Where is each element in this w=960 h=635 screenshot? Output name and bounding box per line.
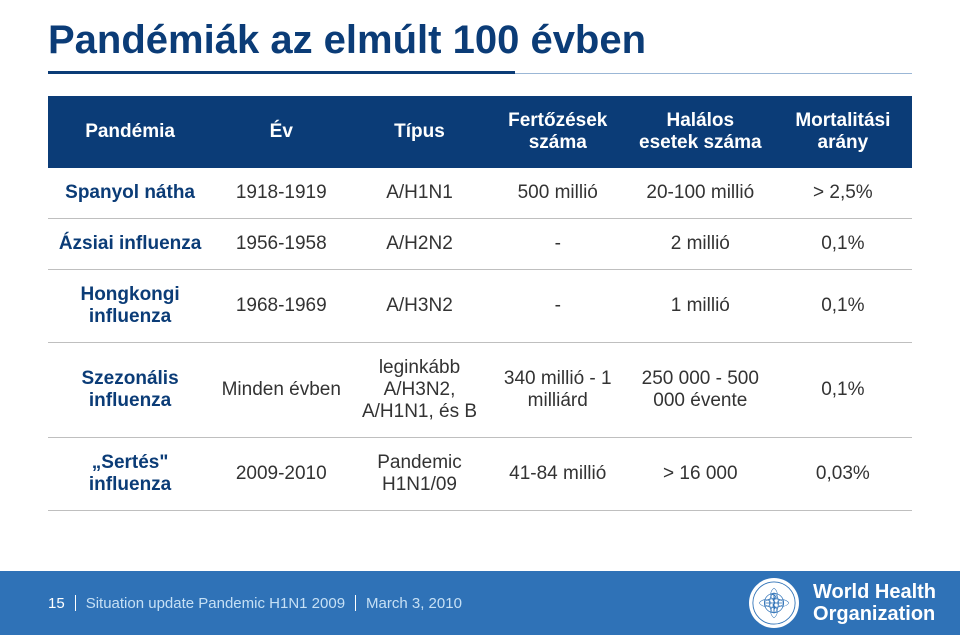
page-number: 15 xyxy=(48,595,65,612)
footer-subtitle: Situation update Pandemic H1N1 2009 xyxy=(86,595,345,612)
table-cell: Hongkongi influenza xyxy=(48,270,212,343)
table-cell: Spanyol nátha xyxy=(48,168,212,219)
column-header: Pandémia xyxy=(48,96,212,168)
table-row: Szezonális influenzaMinden évbenleginkáb… xyxy=(48,343,912,438)
who-line1: World Health xyxy=(813,581,936,603)
table-cell: > 2,5% xyxy=(774,168,912,219)
table-cell: 1 millió xyxy=(627,270,774,343)
table-row: „Sertés" influenza2009-2010Pandemic H1N1… xyxy=(48,438,912,511)
footer-date: March 3, 2010 xyxy=(366,595,462,612)
table-cell: > 16 000 xyxy=(627,438,774,511)
table-cell: 41-84 millió xyxy=(489,438,627,511)
table-cell: 1956-1958 xyxy=(212,219,350,270)
table-cell: A/H1N1 xyxy=(350,168,488,219)
table-cell: 1968-1969 xyxy=(212,270,350,343)
column-header: Mortalitási arány xyxy=(774,96,912,168)
table-cell: Pandemic H1N1/09 xyxy=(350,438,488,511)
table-cell: 0,1% xyxy=(774,270,912,343)
table-cell: - xyxy=(489,270,627,343)
who-logo-icon xyxy=(749,578,799,628)
table-row: Spanyol nátha1918-1919A/H1N1500 millió20… xyxy=(48,168,912,219)
column-header: Típus xyxy=(350,96,488,168)
column-header: Halálos esetek száma xyxy=(627,96,774,168)
footer-left: 15 Situation update Pandemic H1N1 2009 M… xyxy=(48,595,462,612)
title-underline xyxy=(48,71,912,74)
footer-separator xyxy=(355,595,356,611)
table-cell: 500 millió xyxy=(489,168,627,219)
table-row: Ázsiai influenza1956-1958A/H2N2-2 millió… xyxy=(48,219,912,270)
page-title: Pandémiák az elmúlt 100 évben xyxy=(0,0,960,71)
table-body: Spanyol nátha1918-1919A/H1N1500 millió20… xyxy=(48,168,912,511)
table-cell: Minden évben xyxy=(212,343,350,438)
table-cell: Szezonális influenza xyxy=(48,343,212,438)
table-cell: leginkább A/H3N2, A/H1N1, és B xyxy=(350,343,488,438)
footer-bar: 15 Situation update Pandemic H1N1 2009 M… xyxy=(0,571,960,635)
column-header: Év xyxy=(212,96,350,168)
table-cell: 0,1% xyxy=(774,343,912,438)
table-cell: 0,1% xyxy=(774,219,912,270)
table-cell: 1918-1919 xyxy=(212,168,350,219)
table-cell: - xyxy=(489,219,627,270)
table-row: Hongkongi influenza1968-1969A/H3N2-1 mil… xyxy=(48,270,912,343)
column-header: Fertőzések száma xyxy=(489,96,627,168)
table-header: PandémiaÉvTípusFertőzések számaHalálos e… xyxy=(48,96,912,168)
footer-right: World Health Organization xyxy=(749,578,936,628)
underline-thick xyxy=(48,71,515,74)
table-cell: 2 millió xyxy=(627,219,774,270)
who-line2: Organization xyxy=(813,603,936,625)
who-text: World Health Organization xyxy=(813,581,936,625)
footer-separator xyxy=(75,595,76,611)
table-cell: „Sertés" influenza xyxy=(48,438,212,511)
table-cell: 340 millió - 1 milliárd xyxy=(489,343,627,438)
table-cell: A/H3N2 xyxy=(350,270,488,343)
table-cell: 250 000 - 500 000 évente xyxy=(627,343,774,438)
table-cell: 20-100 millió xyxy=(627,168,774,219)
table-cell: 0,03% xyxy=(774,438,912,511)
pandemic-table-wrap: PandémiaÉvTípusFertőzések számaHalálos e… xyxy=(48,96,912,511)
pandemic-table: PandémiaÉvTípusFertőzések számaHalálos e… xyxy=(48,96,912,511)
table-cell: 2009-2010 xyxy=(212,438,350,511)
table-cell: Ázsiai influenza xyxy=(48,219,212,270)
table-cell: A/H2N2 xyxy=(350,219,488,270)
